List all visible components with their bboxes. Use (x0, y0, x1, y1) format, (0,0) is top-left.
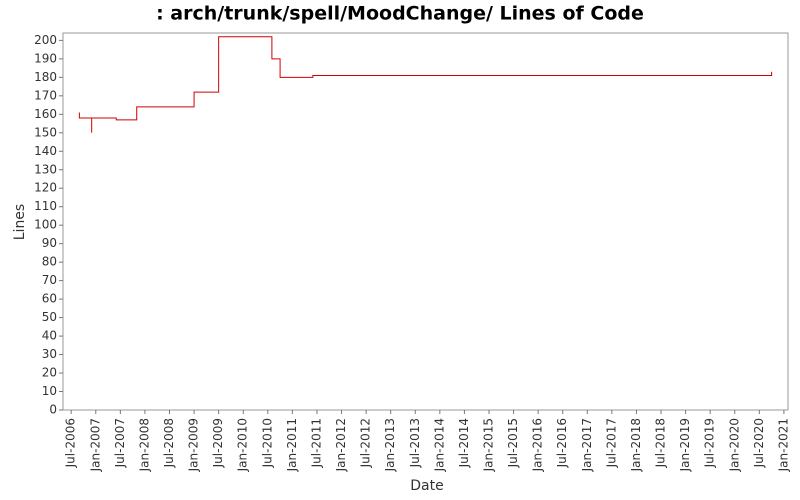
x-tick-label: Jan-2018 (629, 418, 643, 472)
x-tick-label: Jul-2009 (211, 418, 225, 468)
y-tick-label: 70 (42, 273, 57, 287)
x-tick-label: Jul-2016 (555, 418, 569, 468)
y-tick-label: 50 (42, 310, 57, 324)
y-tick-label: 40 (42, 329, 57, 343)
x-tick-label: Jul-2017 (604, 418, 618, 468)
x-tick-label: Jul-2015 (506, 418, 520, 468)
y-tick-label: 190 (34, 51, 57, 65)
y-tick-label: 200 (34, 33, 57, 47)
x-tick-label: Jan-2014 (432, 418, 446, 472)
data-line (78, 36, 773, 133)
x-tick-label: Jan-2017 (580, 418, 594, 472)
x-axis-label: Date (410, 478, 443, 494)
y-tick-label: 80 (42, 255, 57, 269)
y-tick-label: 10 (42, 384, 57, 398)
x-tick-label: Jan-2009 (187, 418, 201, 472)
y-tick-label: 150 (34, 125, 57, 139)
x-tick-label: Jul-2020 (752, 418, 766, 468)
x-tick-label: Jan-2019 (678, 418, 692, 472)
x-tick-label: Jul-2007 (113, 418, 127, 468)
y-tick-label: 120 (34, 181, 57, 195)
x-tick-label: Jan-2007 (88, 418, 102, 472)
y-axis-label: Lines (12, 204, 28, 240)
x-tick-label: Jul-2019 (703, 418, 717, 468)
x-tick-label: Jul-2006 (64, 418, 78, 468)
x-tick-label: Jan-2015 (481, 418, 495, 472)
x-tick-label: Jan-2008 (137, 418, 151, 472)
x-tick-label: Jan-2021 (776, 418, 790, 472)
y-tick-label: 90 (42, 236, 57, 250)
x-tick-label: Jul-2014 (457, 418, 471, 468)
x-tick-label: Jan-2013 (383, 418, 397, 472)
x-tick-label: Jul-2018 (654, 418, 668, 468)
x-tick-label: Jul-2008 (162, 418, 176, 468)
y-tick-label: 60 (42, 292, 57, 306)
x-tick-label: Jan-2011 (285, 418, 299, 472)
x-tick-label: Jul-2010 (260, 418, 274, 468)
x-tick-label: Jul-2013 (408, 418, 422, 468)
y-tick-label: 0 (49, 403, 57, 417)
y-tick-label: 110 (34, 199, 57, 213)
y-tick-label: 140 (34, 144, 57, 158)
x-tick-label: Jul-2012 (359, 418, 373, 468)
plot-area (62, 32, 789, 411)
x-tick-label: Jan-2020 (727, 418, 741, 472)
y-tick-label: 30 (42, 347, 57, 361)
chart-title: : arch/trunk/spell/MoodChange/ Lines of … (156, 3, 644, 25)
y-tick-label: 100 (34, 218, 57, 232)
x-tick-label: Jul-2011 (309, 418, 323, 468)
y-tick-label: 130 (34, 162, 57, 176)
y-tick-label: 160 (34, 107, 57, 121)
y-tick-label: 20 (42, 366, 57, 380)
y-tick-label: 180 (34, 70, 57, 84)
x-tick-label: Jan-2010 (236, 418, 250, 472)
x-tick-label: Jan-2012 (334, 418, 348, 472)
y-tick-label: 170 (34, 88, 57, 102)
x-tick-label: Jan-2016 (531, 418, 545, 472)
